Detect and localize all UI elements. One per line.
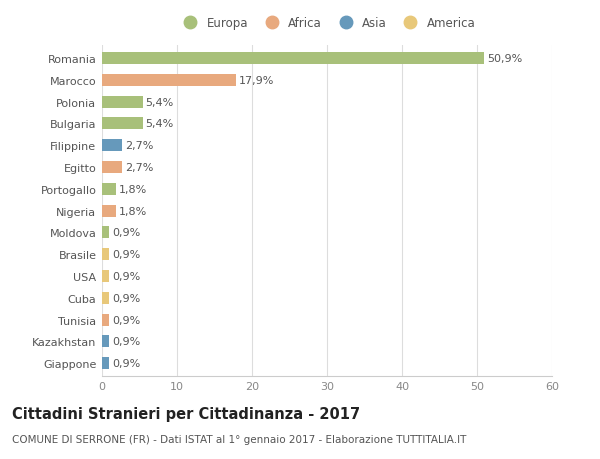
Text: 17,9%: 17,9% xyxy=(239,76,275,86)
Text: Cittadini Stranieri per Cittadinanza - 2017: Cittadini Stranieri per Cittadinanza - 2… xyxy=(12,406,360,421)
Bar xyxy=(102,292,109,304)
Bar xyxy=(102,53,484,65)
Text: 0,9%: 0,9% xyxy=(112,293,140,303)
Text: 2,7%: 2,7% xyxy=(125,141,154,151)
Bar xyxy=(102,336,109,347)
Text: 2,7%: 2,7% xyxy=(125,162,154,173)
Bar xyxy=(102,270,109,282)
Bar xyxy=(102,184,116,196)
Text: COMUNE DI SERRONE (FR) - Dati ISTAT al 1° gennaio 2017 - Elaborazione TUTTITALIA: COMUNE DI SERRONE (FR) - Dati ISTAT al 1… xyxy=(12,434,466,444)
Text: 1,8%: 1,8% xyxy=(119,185,147,195)
Text: 0,9%: 0,9% xyxy=(112,271,140,281)
Text: 5,4%: 5,4% xyxy=(146,119,174,129)
Text: 50,9%: 50,9% xyxy=(487,54,522,64)
Bar xyxy=(102,205,116,217)
Text: 0,9%: 0,9% xyxy=(112,358,140,368)
Text: 0,9%: 0,9% xyxy=(112,250,140,260)
Bar xyxy=(102,249,109,261)
Text: 0,9%: 0,9% xyxy=(112,228,140,238)
Bar xyxy=(102,96,143,108)
Bar xyxy=(102,162,122,174)
Text: 5,4%: 5,4% xyxy=(146,97,174,107)
Bar xyxy=(102,75,236,87)
Legend: Europa, Africa, Asia, America: Europa, Africa, Asia, America xyxy=(175,13,479,34)
Text: 1,8%: 1,8% xyxy=(119,206,147,216)
Bar xyxy=(102,118,143,130)
Bar xyxy=(102,314,109,326)
Text: 0,9%: 0,9% xyxy=(112,315,140,325)
Bar xyxy=(102,358,109,369)
Text: 0,9%: 0,9% xyxy=(112,336,140,347)
Bar xyxy=(102,227,109,239)
Bar xyxy=(102,140,122,152)
